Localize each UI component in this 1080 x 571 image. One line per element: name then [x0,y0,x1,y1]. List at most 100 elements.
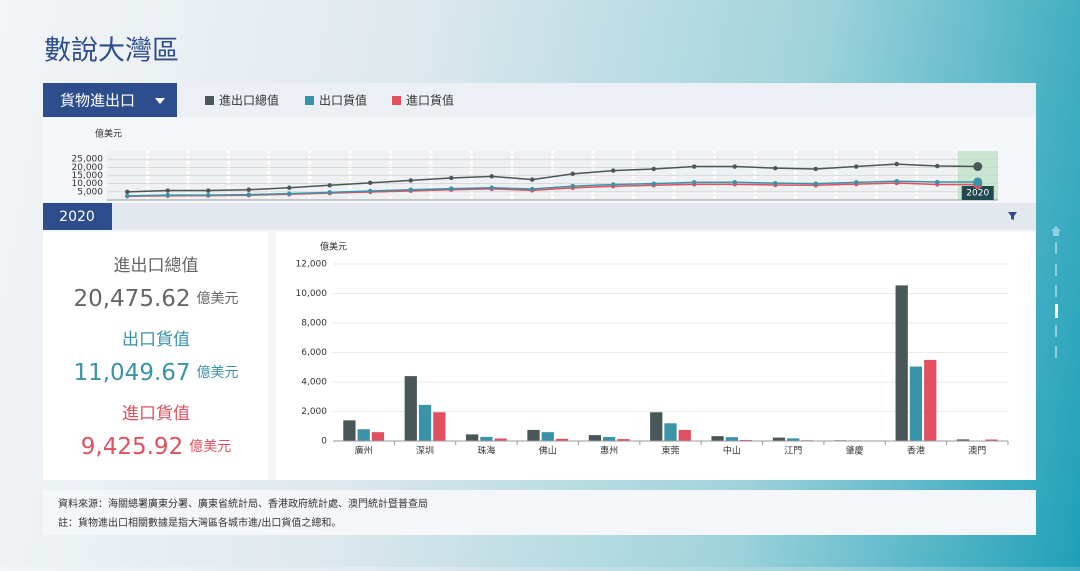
year-label: 2020 [59,209,95,225]
nav-dot[interactable] [1055,325,1057,337]
bar [419,405,431,441]
point [125,194,129,198]
footnote: 註：貨物進出口相關數據是指大灣區各城市進/出口貨值之總和。 [58,516,341,529]
x-tick-label: 中山 [723,445,741,457]
kpi-number: 9,425.92 [81,434,183,460]
nav-dot-active[interactable] [1055,304,1058,318]
point [449,176,453,180]
legend-swatch [392,96,401,105]
point [814,181,818,185]
legend-label: 進口貨值 [406,93,454,108]
x-tick-label: 澳門 [968,445,986,457]
x-tick-label: 肇慶 [846,445,864,457]
y-tick-label: 12,000 [296,260,328,270]
point [571,184,575,188]
point [814,167,818,171]
dropdown-label[interactable]: 貨物進出口 [60,92,135,110]
point [854,164,858,168]
x-tick-label: 東莞 [661,445,679,457]
point [652,167,656,171]
x-tick-label: 佛山 [539,445,557,457]
side-nav [1051,226,1061,358]
point [773,181,777,185]
source-note: 資料來源：海關總署廣東分署、廣東省統計局、香港政府統計處、澳門統計暨普查局 [58,497,428,510]
point [733,164,737,168]
nav-dot[interactable] [1055,285,1057,297]
x-tick-label: 廣州 [355,445,373,457]
kpi-number: 20,475.62 [73,286,190,312]
bar [542,432,554,441]
bar [773,438,785,441]
point [328,190,332,194]
legend-swatch [305,96,314,105]
bar [664,423,676,441]
legend-label: 出口貨值 [319,93,367,108]
x-tick-label: 深圳 [416,446,434,457]
x-tick-label: 2020 [966,189,989,199]
x-tick-label: 珠海 [477,445,495,457]
bar [527,430,539,441]
point [166,193,170,197]
point [449,186,453,190]
kpi-label: 進口貨值 [122,404,190,424]
point [166,188,170,192]
y-tick-label: 0 [321,437,327,447]
point [895,179,899,183]
point [692,180,696,184]
home-icon[interactable] [1051,226,1061,236]
y-axis-title: 億美元 [320,241,347,253]
bar-panel [276,232,1036,480]
point [935,180,939,184]
legend-swatch [205,96,214,105]
point [490,186,494,190]
point [530,177,534,181]
point [247,192,251,196]
bar [589,435,601,441]
point [328,183,332,187]
nav-dot[interactable] [1055,346,1057,358]
bar [480,437,492,441]
point [571,172,575,176]
point [206,188,210,192]
x-tick-label: 惠州 [600,445,618,457]
point [611,182,615,186]
kpi-label: 出口貨值 [122,330,190,350]
nav-dot[interactable] [1055,242,1057,254]
bar [343,420,355,441]
point [692,164,696,168]
bar [358,429,370,441]
x-tick-label: 香港 [907,445,925,457]
page-title: 數說大灣區 [44,36,179,67]
x-tick-label: 江門 [784,446,802,457]
point [935,164,939,168]
point [652,181,656,185]
bar [726,437,738,441]
nav-dot[interactable] [1055,264,1057,276]
point [125,190,129,194]
point [206,193,210,197]
point [409,178,413,182]
bar [650,412,662,441]
bar [910,367,922,441]
point [773,166,777,170]
point [287,186,291,190]
point [287,191,291,195]
bar [433,412,445,441]
point [530,187,534,191]
y-axis-title: 億美元 [95,128,122,140]
y-tick-label: 2,000 [301,407,327,417]
y-tick-label: 25,000 [72,155,104,165]
bar [372,432,384,441]
y-tick-label: 10,000 [296,289,328,299]
kpi-unit: 億美元 [189,439,231,455]
bar [679,430,691,441]
point [895,162,899,166]
point [490,174,494,178]
y-tick-label: 8,000 [301,319,327,329]
point [368,181,372,185]
bar [924,360,936,441]
point [733,180,737,184]
point [247,188,251,192]
